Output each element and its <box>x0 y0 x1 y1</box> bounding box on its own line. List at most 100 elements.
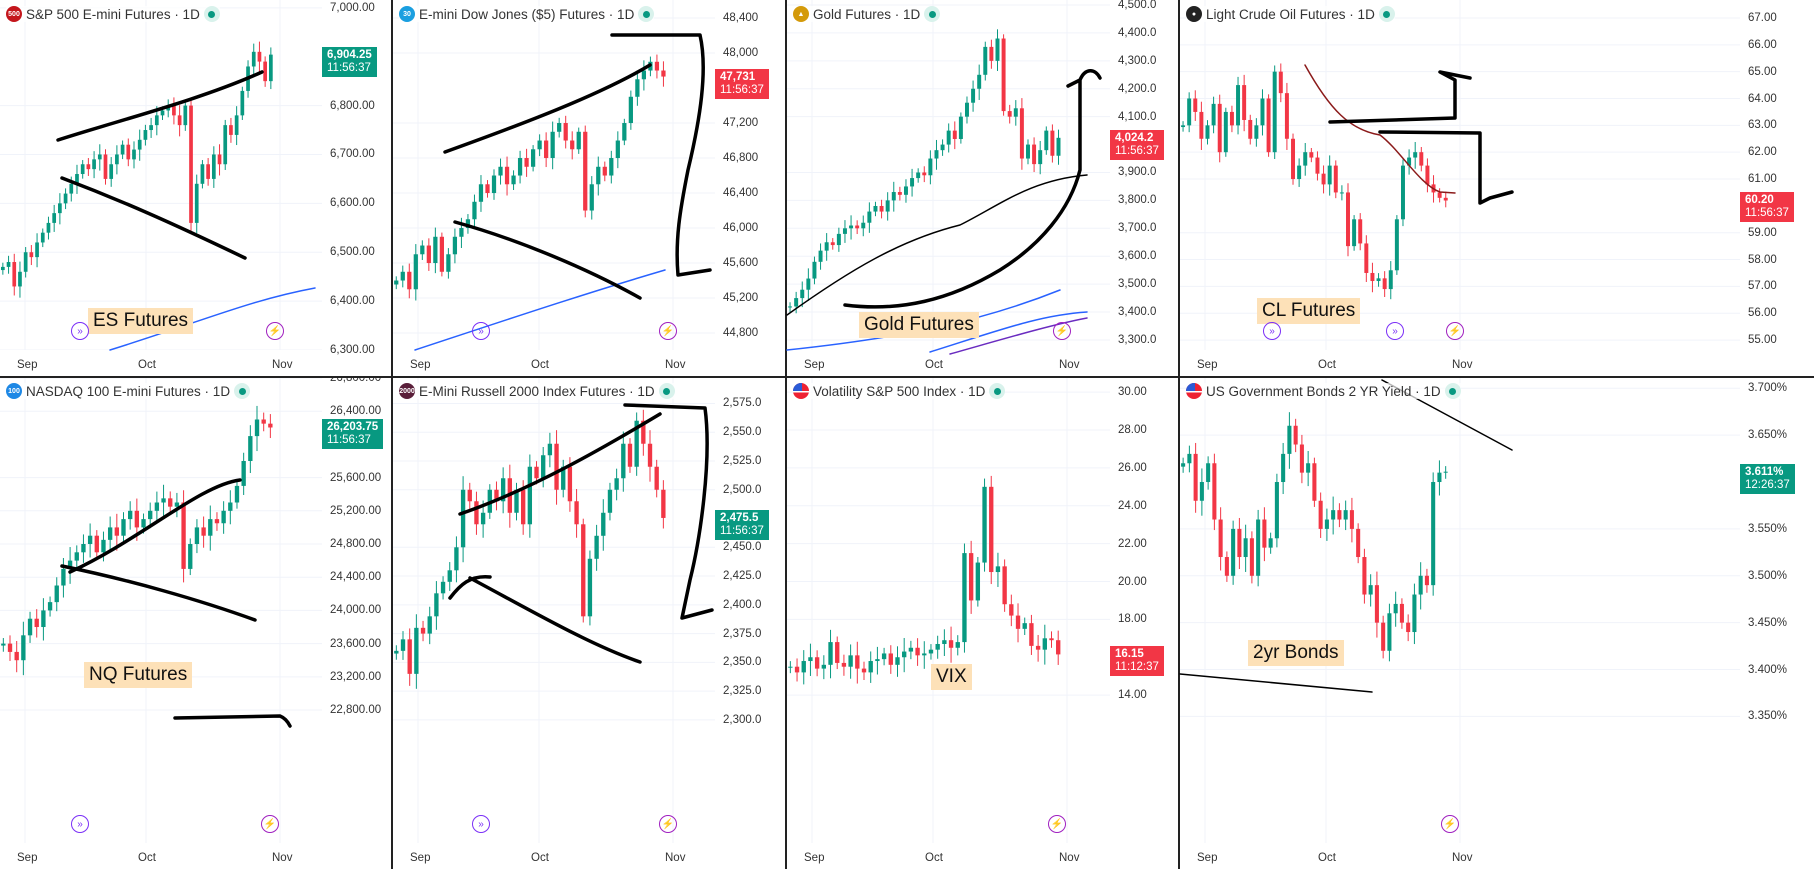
chart-panel-vix[interactable]: Volatility S&P 500 Index · 1D 30.00 28.00 2… <box>787 377 1179 869</box>
candle-body <box>1237 528 1242 558</box>
chart-panel-nq-futures[interactable]: 100 NASDAQ 100 E-mini Futures · 1D 26,800.… <box>0 377 392 869</box>
candle-body <box>465 219 471 229</box>
chart-panel-e-mini-dow-jones-5-futures[interactable]: 30 E-mini Dow Jones ($5) Futures · 1D 48,4… <box>393 0 786 376</box>
candle <box>1181 457 1186 473</box>
candle-body <box>544 140 549 159</box>
earnings-event-icon[interactable]: ⚡ <box>659 815 677 833</box>
chart-header[interactable]: ● Light Crude Oil Futures · 1D <box>1186 6 1395 22</box>
candle-body <box>861 668 867 673</box>
price-tick: 3,600.0 <box>1118 250 1157 263</box>
candle-body <box>134 510 140 528</box>
chart-header[interactable]: 500 S&P 500 E-mini Futures · 1D <box>6 6 220 22</box>
candle <box>1399 598 1404 629</box>
chart-header[interactable]: 2000 E-Mini Russell 2000 Index Futures · … <box>399 383 675 399</box>
earnings-event-icon[interactable]: ⚡ <box>261 815 279 833</box>
chart-header[interactable]: ▲ Gold Futures · 1D <box>793 6 941 22</box>
price-axis[interactable]: 67.00 66.00 65.00 64.00 63.00 62.00 61.00 59.00… <box>1740 0 1814 350</box>
last-price: 2,475.5 <box>720 511 759 524</box>
candle <box>1042 624 1047 665</box>
candle-body <box>1029 623 1034 646</box>
symbol-title[interactable]: Volatility S&P 500 Index · 1D <box>813 383 986 399</box>
candlestick-plot[interactable] <box>0 377 322 843</box>
panel-divider[interactable] <box>785 0 787 869</box>
candle-body <box>830 242 835 246</box>
candle <box>828 629 833 679</box>
candle <box>812 256 817 285</box>
chart-panel-e-mini-russell-2000-index-futures[interactable]: 2000 E-Mini Russell 2000 Index Futures · … <box>393 377 786 869</box>
split-event-icon[interactable]: » <box>71 815 89 833</box>
chart-panel-2yr-bonds[interactable]: US Government Bonds 2 YR Yield · 1D 3.700… <box>1180 377 1814 869</box>
candle <box>420 240 425 260</box>
earnings-event-icon[interactable]: ⚡ <box>266 322 284 340</box>
earnings-event-icon[interactable]: ⚡ <box>1053 322 1071 340</box>
candle-body <box>1042 638 1047 650</box>
candlestick-plot[interactable] <box>1180 0 1740 350</box>
chart-panel-gold-futures[interactable]: ▲ Gold Futures · 1D 4,500.0 4,400.0 4,300.0 4… <box>787 0 1179 376</box>
chart-panel-cl-futures[interactable]: ● Light Crude Oil Futures · 1D 67.00 66.00 6… <box>1180 0 1814 376</box>
symbol-title[interactable]: Light Crude Oil Futures · 1D <box>1206 6 1375 22</box>
earnings-event-icon[interactable]: ⚡ <box>1446 322 1464 340</box>
price-tick: 2,375.0 <box>723 627 762 640</box>
split-event-icon[interactable]: » <box>472 815 490 833</box>
candle <box>189 98 193 231</box>
price-axis[interactable]: 7,000.00 6,800.00 6,700.00 6,600.00 6,500.00… <box>322 0 392 356</box>
price-axis[interactable]: 30.00 28.00 26.00 24.00 22.00 20.00 18.00 14.00… <box>1110 377 1179 843</box>
symbol-title[interactable]: US Government Bonds 2 YR Yield · 1D <box>1206 383 1441 399</box>
candle <box>1001 34 1006 116</box>
split-event-icon[interactable]: » <box>472 322 490 340</box>
symbol-title[interactable]: NASDAQ 100 E-mini Futures · 1D <box>26 383 231 399</box>
chart-panel-es-futures[interactable]: 500 S&P 500 E-mini Futures · 1D 7,000.00 6,… <box>0 0 392 376</box>
candle <box>86 158 91 176</box>
symbol-title[interactable]: S&P 500 E-mini Futures · 1D <box>26 6 200 22</box>
split-event-icon[interactable]: » <box>1263 322 1281 340</box>
candle <box>1315 151 1320 181</box>
candle <box>1284 82 1289 150</box>
candle <box>1281 442 1286 495</box>
split-event-icon[interactable]: » <box>1386 322 1404 340</box>
earnings-event-icon[interactable]: ⚡ <box>659 322 677 340</box>
symbol-title[interactable]: Gold Futures · 1D <box>813 6 921 22</box>
candlestick-plot[interactable] <box>1180 377 1740 843</box>
candle-body <box>589 184 594 211</box>
bar-countdown-timer: 11:56:37 <box>1745 207 1789 220</box>
candle-body <box>149 125 153 131</box>
candle <box>1218 507 1223 571</box>
price-axis[interactable]: 26,800.00 26,400.00 25,600.00 25,200.00 24,8… <box>322 377 392 843</box>
chart-header[interactable]: 30 E-mini Dow Jones ($5) Futures · 1D <box>399 6 655 22</box>
price-axis[interactable]: 2,575.0 2,550.0 2,525.0 2,500.0 2,450.0 2,425… <box>715 377 786 843</box>
last-price: 3.611% <box>1745 465 1784 478</box>
candlestick-plot[interactable] <box>393 0 715 350</box>
symbol-title[interactable]: E-mini Dow Jones ($5) Futures · 1D <box>419 6 635 22</box>
symbol-title[interactable]: E-Mini Russell 2000 Index Futures · 1D <box>419 383 655 399</box>
candle-body <box>189 105 193 223</box>
candle <box>223 119 228 170</box>
candle <box>1297 158 1302 187</box>
earnings-event-icon[interactable]: ⚡ <box>1048 815 1066 833</box>
candlestick-plot[interactable] <box>787 377 1110 843</box>
candle <box>81 534 86 563</box>
earnings-event-icon[interactable]: ⚡ <box>1441 815 1459 833</box>
panel-divider[interactable] <box>391 0 393 869</box>
candle-body <box>517 158 523 176</box>
candlestick-plot[interactable] <box>0 0 322 350</box>
price-axis[interactable]: 3.700% 3.650% 3.550% 3.500% 3.450% 3.400% 3.35… <box>1740 377 1814 843</box>
candlestick-plot[interactable] <box>393 377 715 843</box>
candle <box>507 464 512 528</box>
price-tick: 45,200 <box>723 292 759 305</box>
chart-header[interactable]: 100 NASDAQ 100 E-mini Futures · 1D <box>6 383 251 399</box>
candle <box>35 233 39 268</box>
candle <box>217 144 222 176</box>
panel-divider[interactable] <box>1178 0 1180 869</box>
candle <box>1243 524 1248 572</box>
chart-header[interactable]: Volatility S&P 500 Index · 1D <box>793 383 1006 399</box>
candle <box>1224 551 1229 582</box>
panel-divider[interactable] <box>0 376 1814 378</box>
chart-header[interactable]: US Government Bonds 2 YR Yield · 1D <box>1186 383 1461 399</box>
price-axis[interactable]: 4,500.0 4,400.0 4,300.0 4,200.0 4,100.0 3,900… <box>1110 0 1179 350</box>
candle <box>557 117 562 138</box>
candle-body <box>908 647 914 652</box>
candlestick-plot[interactable] <box>787 0 1110 350</box>
split-event-icon[interactable]: » <box>71 322 89 340</box>
candle-body <box>1299 444 1304 473</box>
price-axis[interactable]: 48,400 48,000 47,200 46,800 46,400 46,000 45,6… <box>715 0 786 350</box>
